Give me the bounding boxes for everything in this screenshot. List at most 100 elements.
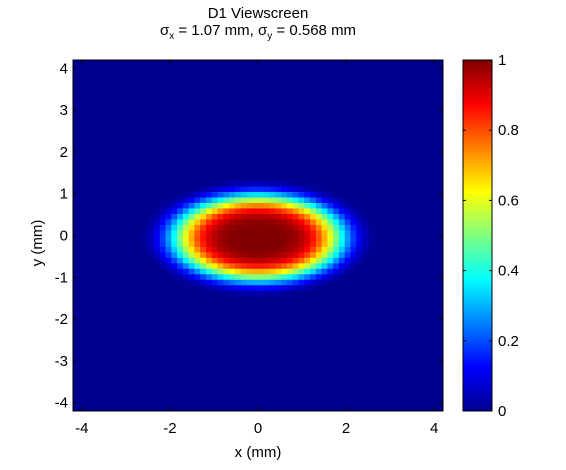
y-axis-label: y (mm)	[29, 220, 46, 267]
heatmap-cell	[240, 230, 247, 236]
heatmap-cell	[223, 186, 230, 193]
heatmap-cell	[310, 240, 317, 247]
heatmap-cell	[327, 191, 334, 198]
heatmap-cell	[344, 224, 351, 231]
heatmap-cell	[252, 240, 259, 247]
heatmap-cell	[321, 235, 328, 242]
heatmap-cell	[171, 251, 178, 258]
heatmap-cell	[217, 262, 224, 269]
heatmap-cell	[321, 202, 328, 209]
heatmap-cell	[171, 230, 178, 236]
heatmap-cell	[194, 235, 201, 242]
heatmap-cell	[234, 246, 242, 253]
heatmap-cell	[258, 197, 265, 203]
heatmap-cell	[165, 262, 172, 269]
heatmap-cell	[321, 219, 328, 225]
heatmap-cell	[310, 268, 317, 275]
heatmap-cell	[281, 251, 288, 258]
heatmap-cell	[304, 279, 311, 286]
heatmap-cell	[327, 202, 334, 209]
heatmap-cell	[315, 230, 322, 236]
heatmap-cell	[188, 251, 195, 258]
heatmap-cell	[246, 246, 253, 253]
heatmap-cell	[194, 240, 201, 247]
heatmap-cell	[246, 208, 253, 214]
heatmap-cell	[223, 197, 230, 203]
heatmap-cell	[356, 235, 363, 242]
heatmap-cell	[171, 262, 178, 269]
heatmap-cell	[350, 235, 357, 242]
heatmap-cell	[229, 268, 236, 275]
y-tick-label: -4	[55, 395, 68, 412]
heatmap-cell	[205, 240, 213, 247]
heatmap-cell	[338, 219, 346, 225]
heatmap-cell	[211, 251, 218, 258]
heatmap-cell	[344, 251, 351, 258]
heatmap-cell	[333, 213, 340, 220]
heatmap-cell	[194, 251, 201, 258]
heatmap-cell	[310, 213, 317, 220]
x-tick-label: 0	[254, 420, 262, 437]
heatmap-cell	[229, 262, 236, 269]
heatmap-cell	[246, 219, 253, 225]
heatmap-cell	[338, 197, 346, 203]
heatmap-cell	[252, 186, 259, 193]
heatmap-cell	[292, 246, 299, 253]
heatmap-cell	[246, 180, 253, 187]
heatmap-cell	[240, 235, 247, 242]
heatmap-cell	[223, 240, 230, 247]
x-axis-ticks: -4 -2 0 2 4	[75, 60, 438, 437]
heatmap-cell	[217, 235, 224, 242]
heatmap-cell	[304, 284, 311, 291]
heatmap-cell	[321, 273, 328, 280]
heatmap-cell	[194, 273, 201, 280]
heatmap-cell	[217, 257, 224, 264]
heatmap-cell	[171, 224, 178, 231]
heatmap-cell	[252, 251, 259, 258]
heatmap-cell	[263, 191, 270, 198]
heatmap-cell	[194, 246, 201, 253]
heatmap-cell	[281, 262, 288, 269]
heatmap-cell	[269, 186, 276, 193]
heatmap-cell	[263, 262, 270, 269]
heatmap-cell	[211, 235, 218, 242]
heatmap-cell	[292, 235, 299, 242]
heatmap-cell	[159, 219, 166, 225]
heatmap-cell	[333, 246, 340, 253]
heatmap-cell	[171, 202, 178, 209]
heatmap-cell	[223, 290, 230, 297]
heatmap-cell	[205, 284, 213, 291]
heatmap-cell	[200, 284, 207, 291]
heatmap-cell	[153, 246, 161, 253]
heatmap-cell	[286, 224, 294, 231]
heatmap-cell	[177, 273, 184, 280]
heatmap-cell	[182, 257, 190, 264]
heatmap-cell	[188, 224, 195, 231]
heatmap-cell	[281, 213, 288, 220]
heatmap-cell	[286, 186, 294, 193]
heatmap-cell	[281, 246, 288, 253]
heatmap-cell	[246, 284, 253, 291]
heatmap-cell	[281, 191, 288, 198]
heatmap-cell	[310, 246, 317, 253]
heatmap-cell	[350, 262, 357, 269]
heatmap-cell	[177, 197, 184, 203]
heatmap-cell	[275, 235, 282, 242]
heatmap-cell	[240, 240, 247, 247]
heatmap-cell	[234, 230, 242, 236]
heatmap-cell	[229, 290, 236, 297]
heatmap-cell	[286, 180, 294, 187]
heatmap-cell	[338, 273, 346, 280]
heatmap-cell	[258, 180, 265, 187]
heatmap-cell	[281, 290, 288, 297]
heatmap-cell	[304, 213, 311, 220]
heatmap-cell	[194, 202, 201, 209]
heatmap-cell	[200, 208, 207, 214]
heatmap-cell	[211, 186, 218, 193]
heatmap-cell	[200, 240, 207, 247]
heatmap-cell	[315, 251, 322, 258]
heatmap-cell	[321, 208, 328, 214]
heatmap-cell	[223, 273, 230, 280]
heatmap-cell	[234, 268, 242, 275]
heatmap-cell	[269, 191, 276, 198]
